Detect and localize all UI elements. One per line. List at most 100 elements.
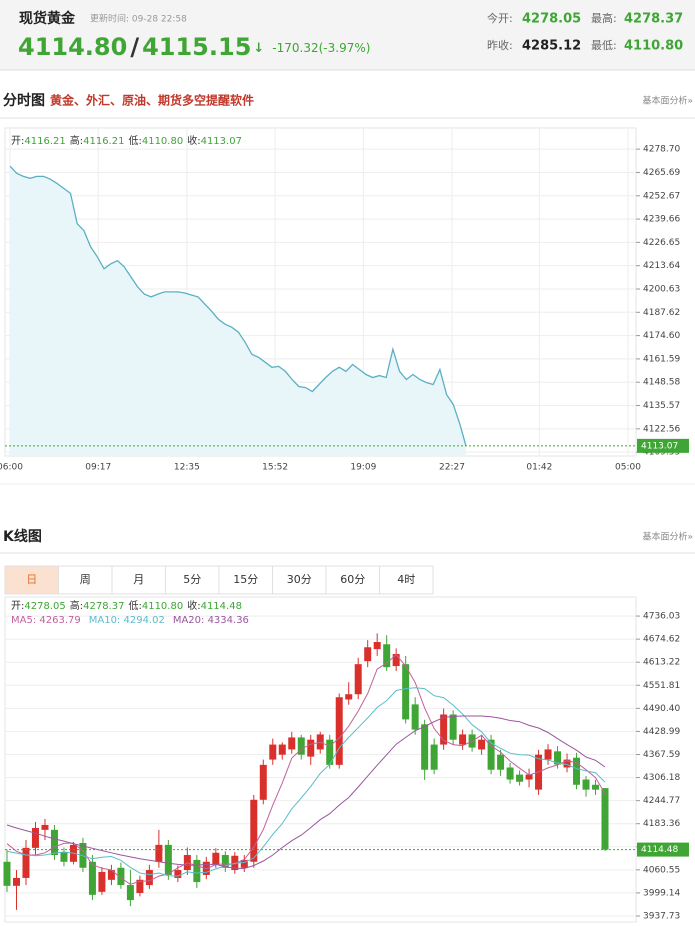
- y-tick-label: 4148.58: [643, 378, 680, 388]
- ma-line: [6, 715, 606, 870]
- analysis-link[interactable]: 基本面分析»: [642, 95, 693, 107]
- ma-line: [6, 654, 606, 885]
- tab-label[interactable]: 5分: [183, 573, 201, 586]
- tab-label[interactable]: 30分: [287, 573, 312, 586]
- ask: 4115.15: [142, 33, 251, 61]
- area-fill: [10, 166, 466, 456]
- candle-body: [22, 847, 30, 878]
- info-value: 4110.80: [142, 601, 183, 612]
- candle-body: [554, 751, 562, 765]
- y-tick-label: 4135.57: [643, 401, 680, 411]
- info-label: 高:: [70, 599, 83, 612]
- x-tick-label: 15:52: [262, 463, 288, 473]
- y-tick-label: 4490.40: [643, 704, 680, 714]
- tab[interactable]: [379, 565, 434, 595]
- stat-value: 4110.80: [624, 39, 683, 54]
- y-tick-label: 4278.70: [643, 145, 680, 155]
- candle-body: [478, 739, 486, 750]
- candle-body: [269, 744, 277, 760]
- candle-body: [50, 829, 58, 856]
- tab-label[interactable]: 15分: [233, 573, 258, 586]
- candle-body: [525, 774, 533, 780]
- candle-body: [145, 870, 153, 886]
- tab[interactable]: [4, 565, 59, 595]
- x-tick-label: 22:27: [439, 463, 465, 473]
- legend-entry: MA5: 4263.79: [11, 615, 81, 626]
- y-tick-label: 4613.22: [643, 658, 680, 668]
- candle-body: [12, 877, 20, 886]
- chart-frame: [4, 596, 637, 923]
- candle-body: [440, 714, 448, 745]
- x-tick-label: 19:09: [350, 463, 376, 473]
- y-tick-label: 4213.64: [643, 261, 680, 271]
- candle-body: [117, 867, 125, 886]
- section-title: K线图: [3, 528, 42, 545]
- y-tick-label: 4252.67: [643, 191, 680, 201]
- candle-body: [582, 779, 590, 790]
- tab[interactable]: [111, 565, 166, 595]
- info-value: 4278.05: [24, 601, 65, 612]
- y-tick-label: 4736.03: [643, 612, 680, 622]
- change: -170.32(-3.97%): [272, 41, 370, 55]
- y-tick-label: 4174.60: [643, 331, 680, 341]
- stat-label: 最高:: [591, 11, 617, 25]
- stat-label: 今开:: [487, 11, 513, 25]
- analysis-link[interactable]: 基本面分析»: [642, 531, 693, 543]
- y-tick-label: 3937.73: [643, 911, 680, 921]
- tab[interactable]: [272, 565, 327, 595]
- candle-body: [278, 744, 286, 755]
- y-tick-label: 4239.66: [643, 215, 680, 225]
- tab-label[interactable]: 月: [133, 573, 144, 586]
- y-tick-label: 4187.62: [643, 308, 680, 318]
- info-value: 4114.48: [201, 601, 242, 612]
- info-row: 开:4116.21 高:4116.21 低:4110.80 收:4113.07: [11, 134, 242, 147]
- tab-label[interactable]: 60分: [340, 573, 365, 586]
- info-label: 低:: [128, 599, 141, 612]
- candle-body: [487, 739, 495, 770]
- info-label: 开:: [11, 601, 24, 612]
- candle-body: [98, 871, 106, 892]
- info-value: 4278.37: [83, 601, 124, 612]
- tab[interactable]: [165, 565, 220, 595]
- candle-body: [573, 757, 581, 785]
- candle-body: [383, 644, 391, 668]
- info-label: 收:: [187, 599, 200, 612]
- candle-body: [430, 744, 438, 770]
- update-time: 更新时间: 09-28 22:58: [90, 13, 187, 25]
- tabs: 日 周 月 5分 15分 30分 60分 4时: [4, 565, 434, 595]
- y-tick-label: 3999.14: [643, 888, 680, 898]
- candle-body: [345, 694, 353, 700]
- candle-body: [136, 879, 144, 893]
- candle-body: [392, 654, 400, 667]
- candle-body: [88, 861, 96, 895]
- info-label: 高:: [70, 134, 83, 147]
- candle-body: [41, 824, 49, 830]
- candle-body: [155, 844, 163, 862]
- tab[interactable]: [58, 565, 113, 595]
- candle-body: [506, 767, 514, 780]
- tab-label[interactable]: 4时: [397, 573, 415, 586]
- y-tick-label: 4674.62: [643, 635, 680, 645]
- last-price-tag: [637, 438, 689, 453]
- price: 4114.80/4115.15 ↓ -170.32(-3.97%): [18, 33, 370, 61]
- candle-body: [212, 852, 220, 865]
- separator: /: [130, 33, 139, 61]
- promo-link[interactable]: 黄金、外汇、原油、期货多空提醒软件: [50, 93, 254, 108]
- candle-body: [126, 885, 134, 901]
- info-value: 4113.07: [201, 136, 242, 147]
- info-value: 4116.21: [83, 136, 124, 147]
- price-line: [9, 165, 467, 446]
- section-title: 分时图: [3, 92, 45, 109]
- candle-body: [516, 774, 524, 782]
- stat-value: 4285.12: [522, 39, 581, 54]
- stat-label: 最低:: [591, 39, 617, 52]
- y-tick-label: 4244.77: [643, 796, 680, 806]
- y-tick-label: 4060.55: [643, 865, 680, 875]
- tab-label[interactable]: 周: [80, 573, 91, 586]
- info-label: 开:: [11, 136, 24, 147]
- tab-label[interactable]: 日: [26, 573, 37, 586]
- y-tick-label: 4200.63: [643, 284, 680, 294]
- ma-line: [6, 687, 606, 877]
- info-label: 低:: [128, 134, 141, 147]
- candle-body: [60, 852, 68, 862]
